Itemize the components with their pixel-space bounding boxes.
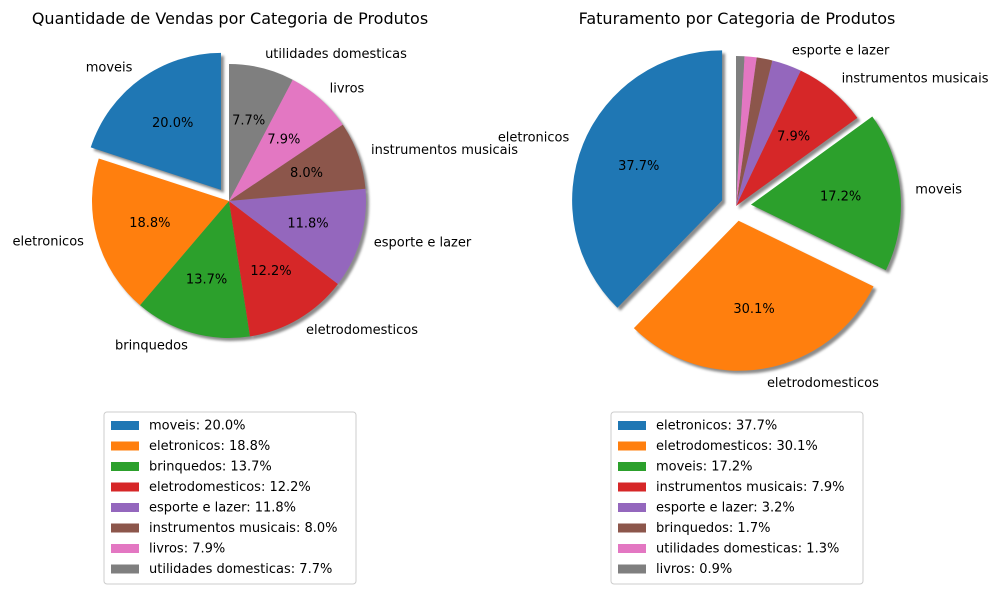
legend-swatch: [111, 441, 139, 451]
legend-frame: [103, 411, 357, 585]
legend-swatch: [111, 503, 139, 512]
slice-category-label: utilidades domesticas: [265, 47, 407, 62]
legend-entry-label: esporte e lazer: 11.8%: [149, 501, 296, 516]
slice-category-label: instrumentos musicais: [371, 143, 518, 158]
slice-moveis: [750, 116, 901, 271]
legend-entry-label: moveis: 17.2%: [656, 460, 753, 475]
legend-frame: [610, 411, 864, 585]
legend: moveis: 20.0% eletronicos: 18.8% brinquedo…: [103, 411, 357, 585]
slice-category-label: eletrodomesticos: [306, 323, 418, 338]
slice-percent-label: 12.2%: [250, 264, 291, 279]
legend-entry-label: instrumentos musicais: 8.0%: [149, 521, 338, 536]
slice-percent-label: 17.2%: [820, 189, 861, 204]
slice-percent-label: 7.9%: [777, 129, 810, 144]
slice-percent-label: 20.0%: [152, 116, 193, 131]
legend-swatch: [618, 421, 646, 430]
slice-livros: [736, 56, 745, 206]
legend-swatch: [618, 523, 646, 533]
legend-swatch: [618, 441, 646, 451]
sales-quantity-pie-chart: Quantidade de Vendas por Categoria de Pr…: [12, 9, 518, 585]
legend-entry-label: eletrodomesticos: 12.2%: [149, 480, 311, 495]
legend-swatch: [111, 544, 139, 553]
legend-entry-label: instrumentos musicais: 7.9%: [656, 480, 845, 495]
legend-swatch: [111, 462, 139, 471]
slice-category-label: moveis: [86, 60, 133, 75]
slice-category-label: eletrodomesticos: [767, 376, 879, 391]
slice-category-label: esporte e lazer: [374, 235, 472, 250]
legend-entry-label: utilidades domesticas: 1.3%: [656, 542, 839, 557]
slice-category-label: instrumentos musicais: [842, 72, 989, 87]
slice-percent-label: 37.7%: [618, 159, 659, 174]
chart-title: Quantidade de Vendas por Categoria de Pr…: [32, 9, 428, 28]
legend-swatch: [618, 503, 646, 512]
slice-percent-label: 11.8%: [287, 216, 328, 231]
slice-esporte-e-lazer: [736, 60, 801, 206]
legend-entry-label: brinquedos: 1.7%: [656, 521, 770, 536]
slice-percent-label: 8.0%: [290, 166, 323, 181]
slice-category-label: brinquedos: [115, 338, 188, 353]
slice-eletrodomesticos: [633, 220, 874, 371]
slice-brinquedos: [736, 57, 773, 206]
legend-swatch: [618, 564, 646, 574]
slice-livros: [229, 79, 343, 201]
legend-entry-label: eletronicos: 37.7%: [656, 419, 777, 434]
legend-swatch: [618, 544, 646, 553]
chart-title: Faturamento por Categoria de Produtos: [579, 9, 896, 28]
slice-brinquedos: [140, 201, 250, 338]
slice-utilidades-domesticas: [736, 56, 757, 206]
legend-swatch: [111, 482, 139, 492]
legend-entry-label: brinquedos: 13.7%: [149, 460, 272, 475]
legend-entry-label: utilidades domesticas: 7.7%: [149, 562, 332, 577]
legend-entry-label: eletrodomesticos: 30.1%: [656, 439, 818, 454]
slice-eletronicos: [572, 50, 723, 308]
slice-esporte-e-lazer: [229, 188, 366, 285]
slice-category-label: moveis: [915, 183, 962, 198]
slice-category-label: esporte e lazer: [792, 43, 890, 58]
legend-entry-label: livros: 7.9%: [149, 542, 225, 557]
legend-swatch: [618, 482, 646, 492]
slice-category-label: eletronicos: [498, 131, 570, 146]
revenue-pie-chart: Faturamento por Categoria de Produtos 37…: [498, 9, 989, 585]
legend: eletronicos: 37.7% eletrodomesticos: 30.1…: [610, 411, 864, 585]
slice-instrumentos-musicais: [229, 124, 366, 201]
legend-swatch: [618, 462, 646, 471]
slice-category-label: livros: [330, 81, 365, 96]
legend-swatch: [111, 421, 139, 430]
slice-percent-label: 30.1%: [733, 302, 774, 317]
legend-entry-label: livros: 0.9%: [656, 562, 732, 577]
legend-entry-label: esporte e lazer: 3.2%: [656, 501, 795, 516]
slice-eletrodomesticos: [229, 201, 338, 337]
legend-swatch: [111, 564, 139, 574]
slice-instrumentos-musicais: [736, 70, 858, 207]
slice-percent-label: 7.7%: [232, 114, 265, 129]
legend-entry-label: eletronicos: 18.8%: [149, 439, 270, 454]
slice-utilidades-domesticas: [229, 64, 293, 201]
slice-percent-label: 13.7%: [186, 273, 227, 288]
slice-moveis: [90, 52, 221, 190]
legend-entry-label: moveis: 20.0%: [149, 419, 246, 434]
slice-percent-label: 7.9%: [267, 132, 300, 147]
slice-category-label: eletronicos: [12, 234, 84, 249]
slice-eletronicos: [91, 158, 229, 306]
slice-percent-label: 18.8%: [129, 216, 170, 231]
legend-swatch: [111, 523, 139, 533]
